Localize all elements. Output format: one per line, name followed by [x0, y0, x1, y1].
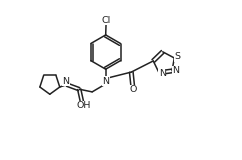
Text: O: O — [129, 85, 137, 94]
Text: OH: OH — [76, 101, 91, 110]
Text: S: S — [174, 52, 181, 61]
Text: N: N — [62, 77, 69, 86]
Text: Cl: Cl — [101, 16, 111, 25]
Text: N: N — [172, 66, 179, 75]
Text: N: N — [159, 69, 166, 78]
Text: N: N — [102, 77, 109, 86]
